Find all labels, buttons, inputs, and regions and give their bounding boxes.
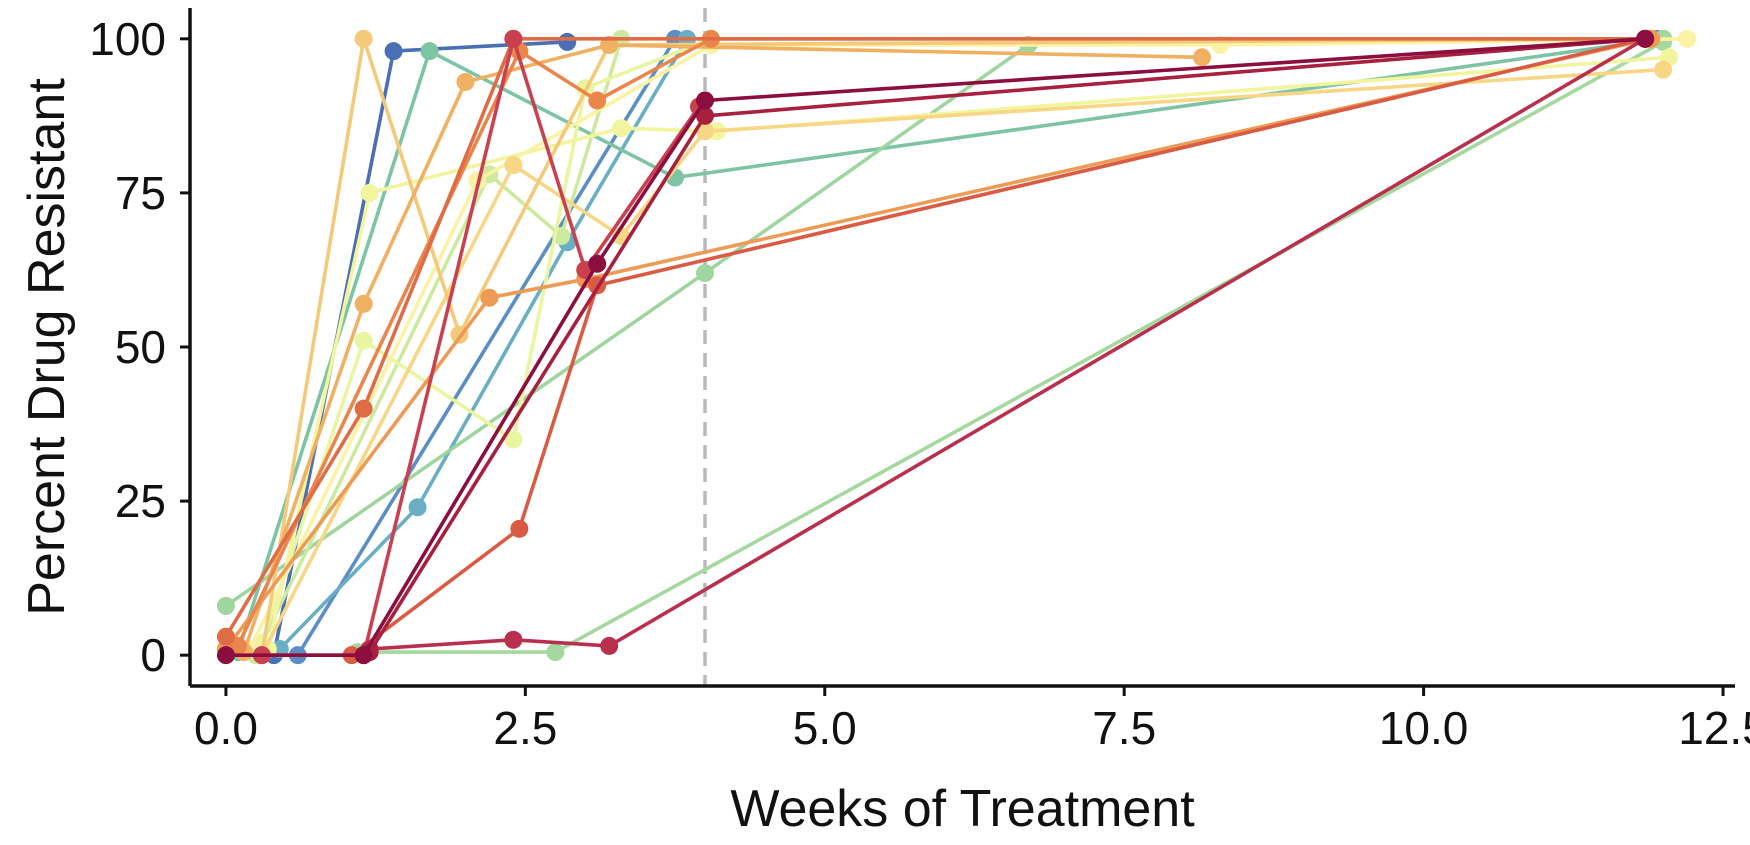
x-tick-label: 10.0	[1379, 702, 1469, 754]
data-point	[354, 294, 373, 313]
data-point	[354, 646, 373, 665]
series-line	[248, 36, 1689, 651]
data-point	[408, 498, 427, 517]
series-line	[349, 36, 1647, 658]
data-point	[600, 636, 619, 655]
series-line	[355, 40, 1665, 654]
series-line	[236, 36, 713, 648]
x-tick-label: 2.5	[493, 702, 557, 754]
data-point	[216, 627, 235, 646]
data-point	[216, 596, 235, 615]
data-point	[588, 91, 607, 110]
x-tick-label: 12.5	[1678, 702, 1750, 754]
data-point	[510, 519, 529, 538]
data-point	[1636, 29, 1655, 48]
data-point	[354, 399, 373, 418]
data-point	[504, 630, 523, 649]
y-tick-label: 50	[115, 321, 166, 373]
series-line	[224, 36, 1647, 639]
y-tick-label: 25	[115, 475, 166, 527]
data-point	[354, 331, 373, 350]
data-point	[612, 119, 631, 138]
series-s2	[288, 29, 1667, 665]
data-point	[480, 288, 499, 307]
y-axis-label: Percent Drug Resistant	[18, 78, 76, 616]
data-point	[696, 91, 714, 110]
x-tick-label: 7.5	[1092, 702, 1156, 754]
series-line	[367, 36, 1647, 651]
data-point	[546, 643, 565, 662]
data-point	[384, 42, 403, 61]
series-s15	[228, 29, 720, 655]
x-axis-label: Weeks of Treatment	[730, 780, 1195, 838]
data-point	[504, 430, 523, 449]
series-line	[277, 36, 689, 651]
data-point	[456, 72, 475, 91]
x-tick-label: 0.0	[194, 702, 258, 754]
series-s11	[252, 60, 1673, 665]
y-tick-label: 100	[89, 13, 166, 65]
data-point	[420, 42, 439, 61]
y-ticks: 0 25 50 75 100	[89, 13, 190, 681]
data-point	[216, 646, 235, 665]
data-point	[360, 183, 379, 202]
series-s19	[360, 29, 1655, 659]
series-line	[224, 36, 1653, 651]
data-point	[696, 264, 714, 283]
data-point	[558, 32, 577, 51]
data-point	[588, 254, 607, 273]
data-point	[696, 122, 714, 141]
data-point	[1678, 29, 1697, 48]
data-point	[1193, 48, 1212, 67]
series-line	[224, 36, 1665, 608]
series-line	[260, 36, 1653, 658]
data-point	[354, 29, 373, 48]
series-layer	[216, 29, 1697, 665]
series-s20	[360, 29, 1655, 662]
data-point	[504, 156, 523, 175]
series-s10	[240, 29, 1697, 659]
data-point	[504, 29, 523, 48]
x-tick-label: 5.0	[793, 702, 857, 754]
series-s14	[216, 29, 1661, 659]
series-s21	[216, 29, 1655, 665]
data-point	[1654, 60, 1673, 79]
y-tick-label: 0	[140, 629, 166, 681]
series-line	[295, 36, 1659, 658]
data-point	[696, 106, 714, 125]
y-tick-label: 75	[115, 167, 166, 219]
x-ticks: 0.0 2.5 5.0 7.5 10.0 12.5	[194, 686, 1750, 754]
